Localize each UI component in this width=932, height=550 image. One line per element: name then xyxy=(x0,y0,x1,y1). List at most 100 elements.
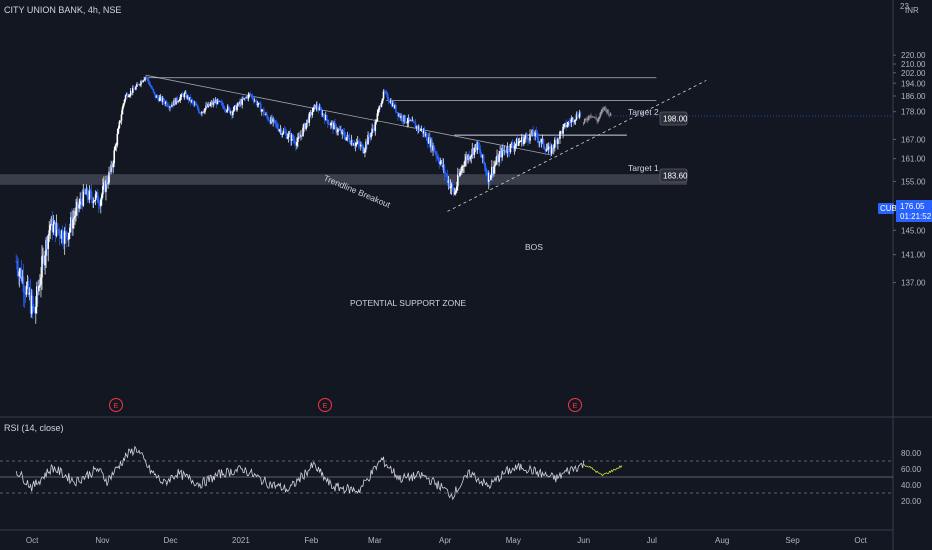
candle xyxy=(384,92,387,93)
candle xyxy=(308,113,311,123)
projection-candle xyxy=(603,106,606,110)
last-price-tag[interactable]: CUB 176.05 01:21:52 xyxy=(878,200,932,222)
candle xyxy=(257,102,260,105)
candle xyxy=(111,164,113,168)
candle xyxy=(94,194,97,201)
candle xyxy=(460,170,462,173)
candle xyxy=(468,154,470,160)
candle xyxy=(483,162,486,167)
earnings-marker-circle[interactable] xyxy=(109,398,123,412)
candle xyxy=(491,166,493,176)
symbol-name: CITY UNION BANK xyxy=(4,5,83,15)
candle xyxy=(545,149,548,152)
candle xyxy=(414,123,417,129)
candle xyxy=(197,105,199,110)
candle xyxy=(540,139,543,143)
candle xyxy=(445,173,448,175)
candle xyxy=(554,139,556,148)
candle xyxy=(86,188,89,198)
candle xyxy=(562,126,564,134)
candle xyxy=(162,98,165,102)
candle xyxy=(472,148,475,155)
candle xyxy=(390,101,393,107)
candle xyxy=(289,133,292,141)
target2-value-box xyxy=(659,111,688,126)
x-tick-label: Nov xyxy=(95,536,109,545)
candle xyxy=(541,139,544,140)
candle xyxy=(97,202,100,205)
candle xyxy=(510,143,513,145)
candle xyxy=(158,97,161,102)
candle xyxy=(539,141,542,143)
projection-candle xyxy=(589,115,591,117)
x-tick-label: Aug xyxy=(715,536,729,545)
candle xyxy=(386,93,389,100)
earnings-marker[interactable]: E xyxy=(568,398,582,412)
candle xyxy=(297,137,299,142)
candle xyxy=(331,122,333,124)
candle xyxy=(139,84,141,86)
candle xyxy=(430,139,432,147)
earnings-marker[interactable]: E xyxy=(318,398,332,412)
candle xyxy=(252,98,255,101)
candle xyxy=(375,121,378,123)
candle xyxy=(288,133,291,134)
candle xyxy=(452,188,455,195)
earnings-marker[interactable]: E xyxy=(109,398,123,412)
candle xyxy=(335,124,337,132)
earnings-marker-circle[interactable] xyxy=(568,398,582,412)
candle xyxy=(361,144,363,146)
candle xyxy=(215,100,218,105)
candle xyxy=(381,98,384,104)
candle xyxy=(163,101,166,104)
candle xyxy=(439,161,442,165)
candle xyxy=(224,109,227,111)
candle xyxy=(106,180,108,184)
candle xyxy=(548,146,551,148)
candle xyxy=(31,295,34,307)
y-tick-label: 220.00 xyxy=(901,51,926,60)
candle xyxy=(218,101,221,102)
candle xyxy=(501,147,503,158)
candle xyxy=(343,132,346,137)
candle xyxy=(333,122,335,130)
candle xyxy=(388,101,391,103)
candle xyxy=(304,123,306,129)
candle xyxy=(569,122,572,124)
candle xyxy=(188,97,191,101)
candle xyxy=(236,105,238,111)
candle xyxy=(432,145,434,151)
candle xyxy=(90,191,93,198)
candle xyxy=(30,295,33,314)
candle xyxy=(395,105,397,112)
candle xyxy=(243,97,246,100)
candle xyxy=(36,286,38,307)
candle xyxy=(38,285,40,292)
candle xyxy=(101,194,103,200)
candle xyxy=(435,152,437,156)
candle xyxy=(307,119,310,123)
candle xyxy=(374,121,377,131)
candle xyxy=(207,103,209,108)
candle xyxy=(193,103,196,105)
candle xyxy=(497,155,499,163)
candle xyxy=(574,119,577,122)
candle xyxy=(492,166,494,174)
candle xyxy=(216,99,219,105)
candle xyxy=(118,121,121,128)
x-tick-label: Feb xyxy=(304,536,318,545)
candle xyxy=(88,190,91,200)
candle xyxy=(115,144,118,146)
candle xyxy=(78,204,80,209)
candle xyxy=(37,286,39,292)
candle xyxy=(455,186,458,191)
candle xyxy=(256,104,259,105)
candle xyxy=(20,268,23,282)
candle xyxy=(449,186,452,189)
candle xyxy=(222,105,225,109)
candle xyxy=(190,100,193,102)
support-zone xyxy=(0,174,687,185)
earnings-marker-circle[interactable] xyxy=(318,398,332,412)
